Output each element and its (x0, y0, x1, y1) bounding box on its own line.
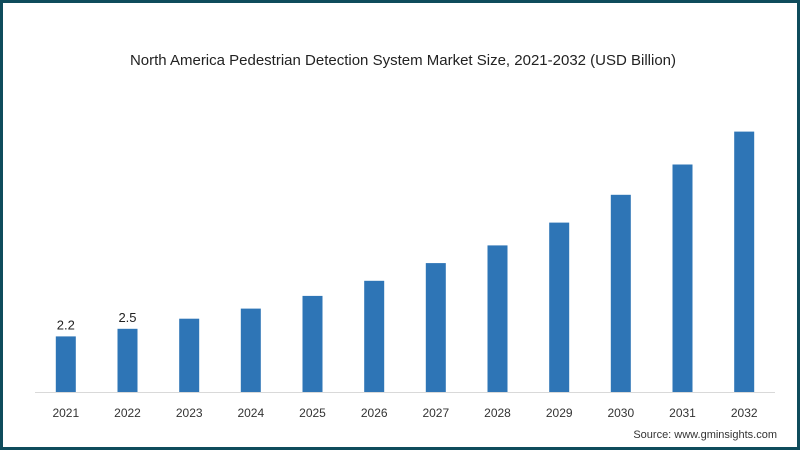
bar-2024 (240, 308, 261, 392)
bar-2030 (610, 194, 631, 392)
bar-2028 (487, 245, 508, 392)
bar-2022 (117, 328, 138, 392)
x-tick-label-2021: 2021 (52, 406, 79, 420)
x-tick-label-2023: 2023 (176, 406, 203, 420)
x-tick-label-2022: 2022 (114, 406, 141, 420)
bar-2023 (179, 318, 200, 392)
bar-2025 (302, 295, 323, 392)
x-tick-label-2031: 2031 (669, 406, 696, 420)
x-tick-label-2032: 2032 (731, 406, 758, 420)
bar-chart: 2021 2.2 2022 2.5 2023 2024 2025 2026 2027 2028 20… (35, 131, 775, 420)
source-note: Source: www.gminsights.com (633, 429, 777, 441)
bar-2021 (55, 336, 76, 392)
data-label-2021: 2.2 (57, 317, 75, 332)
x-tick-label-2029: 2029 (546, 406, 573, 420)
data-label-2022: 2.5 (118, 310, 136, 325)
chart-title: North America Pedestrian Detection Syste… (129, 52, 677, 69)
x-tick-label-2030: 2030 (607, 406, 634, 420)
bar-2026 (364, 280, 385, 392)
x-tick-label-2025: 2025 (299, 406, 326, 420)
bar-2031 (672, 164, 693, 392)
bar-2029 (549, 222, 570, 392)
x-tick-label-2026: 2026 (361, 406, 388, 420)
x-tick-label-2028: 2028 (484, 406, 511, 420)
bar-2027 (425, 263, 446, 392)
bar-2032 (734, 131, 755, 392)
x-tick-label-2024: 2024 (237, 406, 264, 420)
x-tick-label-2027: 2027 (422, 406, 449, 420)
